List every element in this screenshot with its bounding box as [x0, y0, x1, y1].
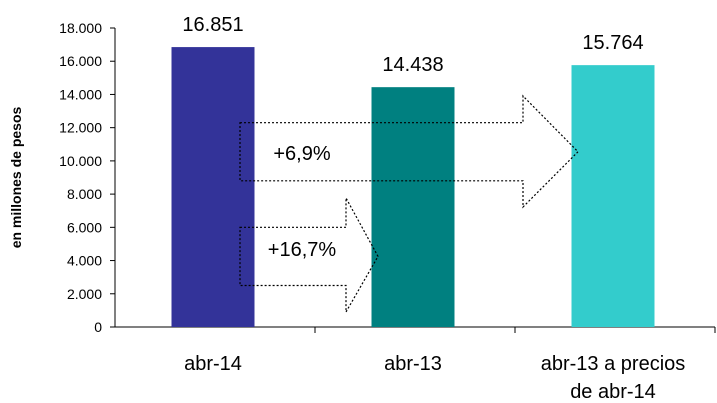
- arrows: [239, 94, 579, 315]
- y-tick-label: 10.000: [59, 153, 102, 169]
- x-tick-label: abr-13 a precios: [541, 353, 686, 375]
- y-tick-label: 6.000: [67, 219, 102, 235]
- data-label: 16.851: [182, 14, 243, 36]
- y-tick-label: 4.000: [67, 253, 102, 269]
- y-tick-label: 12.000: [59, 120, 102, 136]
- bars: [171, 47, 655, 327]
- labels: 0 2.000 4.000 6.000 8.000 10.000 12.000 14.000 1…: [8, 14, 685, 403]
- x-tick-label: abr-14: [184, 353, 242, 375]
- y-tick-label: 18.000: [59, 20, 102, 36]
- growth-arrow: [239, 197, 379, 315]
- y-tick-label: 8.000: [67, 186, 102, 202]
- x-tick-label: abr-13: [384, 353, 442, 375]
- y-tick-label: 2.000: [67, 286, 102, 302]
- annotation-label: +6,9%: [273, 143, 330, 165]
- data-label: 14.438: [382, 54, 443, 76]
- annotation-label: +16,7%: [268, 239, 337, 261]
- bar: [371, 87, 455, 327]
- bar: [571, 65, 655, 327]
- data-label: 15.764: [582, 32, 643, 54]
- y-tick-label: 16.000: [59, 53, 102, 69]
- y-tick-label: 0: [94, 319, 102, 335]
- bar: [171, 47, 255, 327]
- y-axis-label: en millones de pesos: [8, 106, 24, 248]
- x-tick-label: de abr-14: [570, 381, 656, 403]
- y-tick-label: 14.000: [59, 86, 102, 102]
